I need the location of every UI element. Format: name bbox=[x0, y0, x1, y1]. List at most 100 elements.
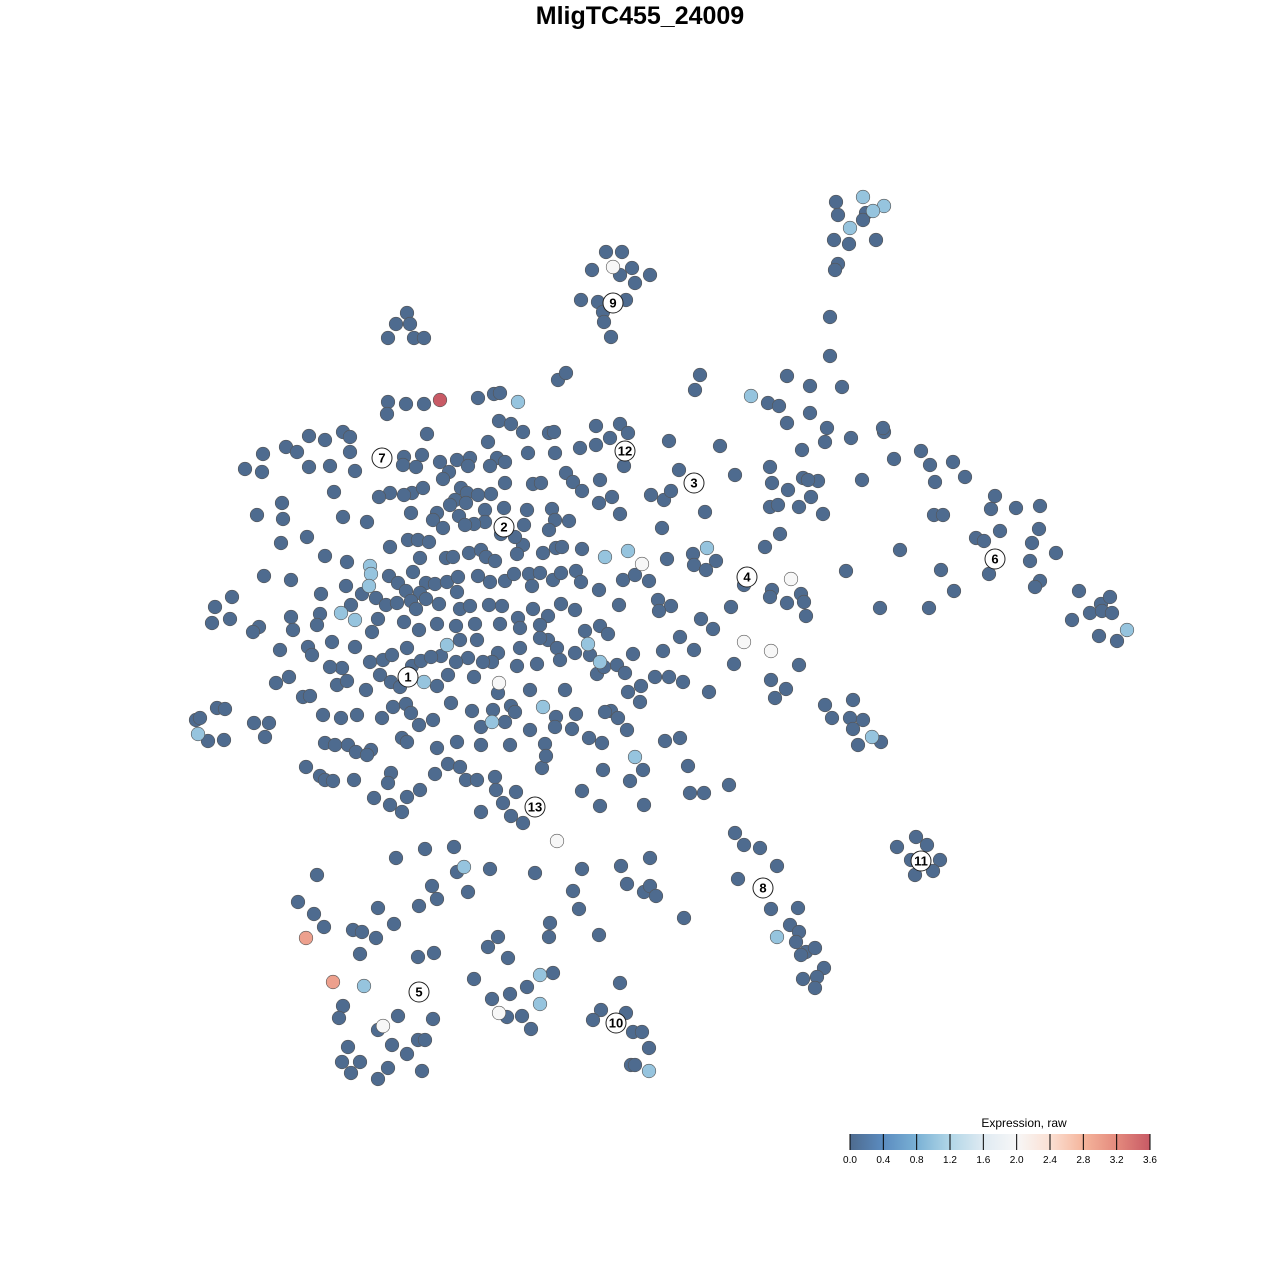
data-point bbox=[591, 495, 607, 511]
cluster-label: 3 bbox=[683, 472, 705, 494]
data-point bbox=[506, 566, 522, 582]
data-point bbox=[491, 1005, 507, 1021]
data-point bbox=[655, 643, 671, 659]
data-point bbox=[549, 640, 565, 656]
data-point bbox=[439, 637, 455, 653]
cluster-label-badge bbox=[736, 566, 758, 588]
data-point bbox=[390, 1008, 406, 1024]
data-point bbox=[315, 707, 331, 723]
data-point bbox=[473, 804, 489, 820]
data-point bbox=[565, 883, 581, 899]
data-point bbox=[1102, 589, 1118, 605]
data-point bbox=[408, 459, 424, 475]
data-point bbox=[354, 924, 370, 940]
data-point bbox=[602, 430, 618, 446]
data-point bbox=[778, 681, 794, 697]
data-point bbox=[834, 379, 850, 395]
data-point bbox=[290, 894, 306, 910]
data-point bbox=[443, 695, 459, 711]
data-point bbox=[497, 475, 513, 491]
cluster-label-badge bbox=[683, 472, 705, 494]
data-point bbox=[370, 611, 386, 627]
data-point bbox=[648, 888, 664, 904]
data-point bbox=[462, 598, 478, 614]
data-point bbox=[394, 804, 410, 820]
data-point bbox=[324, 634, 340, 650]
data-point bbox=[850, 737, 866, 753]
data-point bbox=[726, 656, 742, 672]
data-point bbox=[316, 919, 332, 935]
cluster-label-badge bbox=[614, 440, 636, 462]
cluster-label: 11 bbox=[910, 850, 932, 872]
data-point bbox=[306, 906, 322, 922]
legend-tick-label: 1.2 bbox=[943, 1155, 957, 1166]
data-point bbox=[342, 429, 358, 445]
data-point bbox=[356, 978, 372, 994]
data-point bbox=[484, 991, 500, 1007]
data-point bbox=[309, 867, 325, 883]
data-point bbox=[534, 760, 550, 776]
cluster-label: 6 bbox=[984, 548, 1006, 570]
cluster-label-badge bbox=[602, 292, 624, 314]
data-point bbox=[254, 464, 270, 480]
data-point bbox=[594, 735, 610, 751]
data-point bbox=[414, 1063, 430, 1079]
data-point bbox=[283, 572, 299, 588]
cluster-label-text: 5 bbox=[415, 985, 422, 1000]
data-point bbox=[497, 714, 513, 730]
cluster-label-text: 1 bbox=[404, 670, 411, 685]
data-point bbox=[600, 626, 616, 642]
data-point bbox=[520, 445, 536, 461]
data-point bbox=[368, 590, 384, 606]
data-point bbox=[516, 517, 532, 533]
data-point bbox=[362, 654, 378, 670]
data-point bbox=[334, 1054, 350, 1070]
data-point bbox=[542, 915, 558, 931]
data-point bbox=[574, 861, 590, 877]
data-point bbox=[625, 646, 641, 662]
data-point bbox=[325, 974, 341, 990]
data-point bbox=[841, 236, 857, 252]
data-point bbox=[1119, 622, 1135, 638]
data-point bbox=[496, 500, 512, 516]
data-point bbox=[527, 865, 543, 881]
data-point bbox=[384, 1037, 400, 1053]
data-point bbox=[207, 599, 223, 615]
data-point bbox=[382, 539, 398, 555]
data-point bbox=[484, 714, 500, 730]
data-point bbox=[384, 647, 400, 663]
data-point bbox=[574, 483, 590, 499]
data-point bbox=[425, 512, 441, 528]
data-point bbox=[659, 551, 675, 567]
data-point bbox=[523, 1021, 539, 1037]
data-point bbox=[388, 316, 404, 332]
data-point bbox=[326, 484, 342, 500]
data-point bbox=[204, 615, 220, 631]
data-point bbox=[591, 582, 607, 598]
data-point bbox=[620, 684, 636, 700]
data-point bbox=[487, 769, 503, 785]
data-point bbox=[699, 540, 715, 556]
data-point bbox=[469, 632, 485, 648]
data-point bbox=[772, 526, 788, 542]
data-point bbox=[595, 762, 611, 778]
data-point bbox=[549, 833, 565, 849]
data-point bbox=[983, 501, 999, 517]
data-point bbox=[452, 759, 468, 775]
data-point bbox=[368, 930, 384, 946]
cluster-label-badge bbox=[984, 548, 1006, 570]
data-point bbox=[793, 947, 809, 963]
data-point bbox=[611, 597, 627, 613]
data-point bbox=[460, 884, 476, 900]
data-point bbox=[352, 946, 368, 962]
data-point bbox=[627, 1057, 643, 1073]
legend-tick-label: 0.4 bbox=[876, 1155, 890, 1166]
data-point bbox=[482, 458, 498, 474]
data-point bbox=[647, 669, 663, 685]
data-point bbox=[568, 706, 584, 722]
data-point bbox=[1082, 605, 1098, 621]
data-point bbox=[1109, 633, 1125, 649]
cluster-label: 10 bbox=[605, 1012, 627, 1034]
data-point bbox=[537, 736, 553, 752]
data-point bbox=[767, 690, 783, 706]
